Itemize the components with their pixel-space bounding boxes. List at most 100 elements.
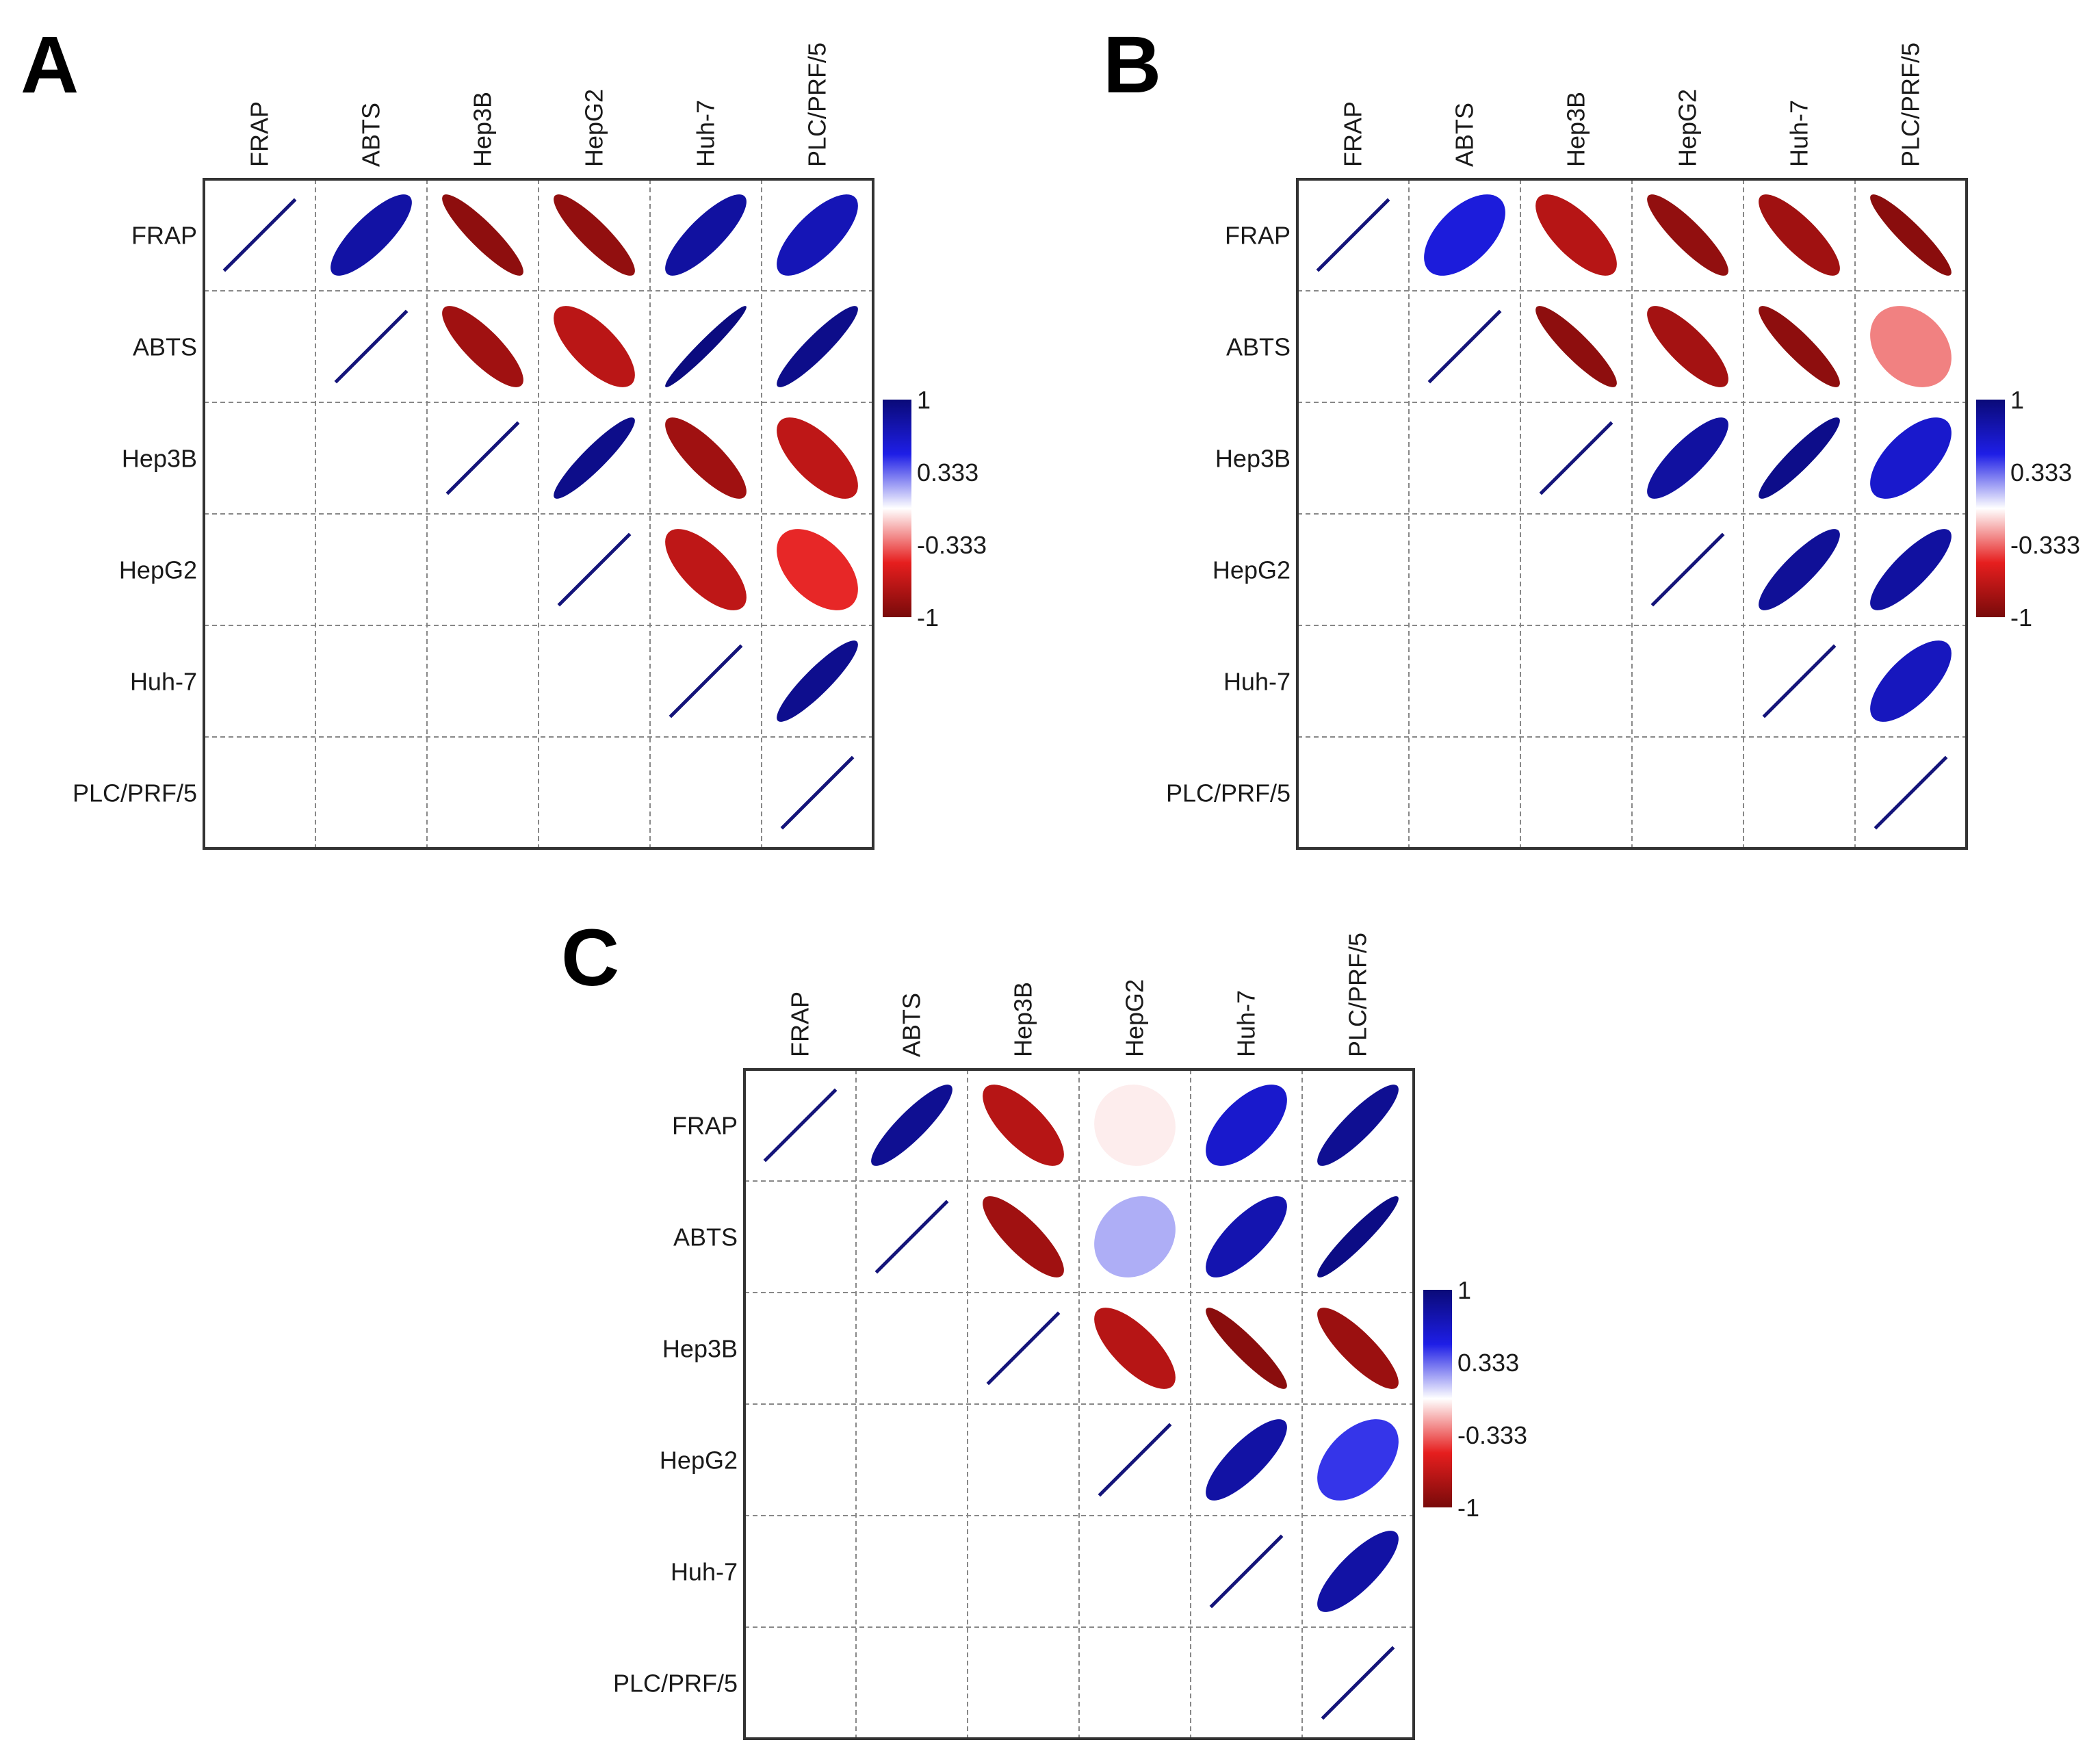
colorbar-tick-label: -1	[917, 604, 939, 632]
colorbar-tick-label: 0.333	[917, 458, 978, 487]
correlation-ellipse	[777, 194, 858, 276]
diagonal-mark	[222, 198, 297, 272]
panel-b: B FRAP FRAP ABTS ABTS Hep3B Hep3B HepG2 HepG2 Huh…	[1103, 20, 2080, 850]
correlation-ellipse	[1759, 417, 1840, 499]
column-label: HepG2	[1121, 979, 1149, 1057]
diagonal-mark	[334, 309, 409, 384]
column-label: PLC/PRF/5	[803, 42, 831, 167]
correlation-ellipse	[871, 1085, 952, 1166]
correlation-ellipse	[1870, 306, 1952, 387]
correlation-ellipse	[665, 529, 747, 610]
diagonal-mark	[780, 755, 855, 830]
diagonal-mark	[1874, 755, 1948, 830]
column-label: ABTS	[1451, 103, 1479, 167]
row-label: HepG2	[1213, 556, 1291, 584]
row-label: ABTS	[673, 1223, 738, 1251]
correlation-ellipse	[1647, 417, 1728, 499]
diagonal-mark	[1321, 1646, 1395, 1720]
diagonal-mark	[1316, 198, 1390, 272]
diagonal-mark	[1209, 1534, 1284, 1609]
correlation-ellipse	[1094, 1308, 1176, 1389]
correlation-ellipse	[665, 194, 747, 276]
panel-letter: A	[21, 20, 79, 110]
correlation-ellipse	[442, 194, 523, 276]
correlation-ellipse	[1870, 194, 1952, 276]
panel-letter: B	[1103, 20, 1161, 110]
column-label: FRAP	[786, 991, 814, 1057]
colorbar-tick-label: 0.333	[2010, 458, 2072, 487]
correlation-ellipse	[665, 306, 747, 387]
colorbar-tick-label: -0.333	[1457, 1421, 1527, 1449]
correlation-ellipse	[1759, 194, 1840, 276]
correlation-ellipse	[1206, 1196, 1287, 1277]
correlation-ellipse	[1870, 640, 1952, 722]
row-label: PLC/PRF/5	[73, 779, 197, 807]
colorbar	[1423, 1290, 1452, 1507]
row-label: PLC/PRF/5	[1166, 779, 1291, 807]
diagonal-mark	[1539, 421, 1613, 495]
diagonal-mark	[445, 421, 520, 495]
diagonal-mark	[669, 644, 743, 718]
column-label: ABTS	[357, 103, 385, 167]
column-label: Huh-7	[692, 100, 720, 167]
diagonal-mark	[1762, 644, 1837, 718]
column-label: Hep3B	[1562, 92, 1590, 167]
plot-frame	[203, 178, 874, 850]
correlation-ellipse	[1759, 306, 1840, 387]
correlation-ellipse	[983, 1085, 1064, 1166]
row-label: FRAP	[672, 1112, 738, 1140]
column-label: Hep3B	[469, 92, 497, 167]
diagonal-mark	[874, 1199, 949, 1274]
correlation-ellipse	[1206, 1419, 1287, 1501]
correlation-ellipse	[1759, 529, 1840, 610]
column-label: FRAP	[1339, 101, 1367, 167]
correlation-ellipse	[1206, 1085, 1287, 1166]
correlation-ellipse	[777, 306, 858, 387]
correlation-ellipse	[1317, 1419, 1399, 1501]
row-label: Huh-7	[130, 668, 197, 696]
diagonal-mark	[557, 532, 632, 607]
column-label: ABTS	[898, 993, 926, 1057]
column-label: PLC/PRF/5	[1897, 42, 1925, 167]
row-label: Hep3B	[1215, 445, 1291, 473]
correlation-ellipse	[554, 194, 635, 276]
panel-letter: C	[561, 913, 619, 1003]
column-label: Hep3B	[1009, 982, 1037, 1057]
correlation-ellipse	[1094, 1196, 1176, 1277]
correlation-ellipse	[1870, 529, 1952, 610]
correlation-ellipse	[1317, 1085, 1399, 1166]
diagonal-mark	[986, 1311, 1061, 1386]
correlation-ellipse	[983, 1196, 1064, 1277]
diagonal-mark	[763, 1088, 838, 1163]
row-label: FRAP	[1225, 222, 1291, 250]
colorbar-tick-label: -1	[2010, 604, 2032, 632]
colorbar-tick-label: 1	[917, 386, 931, 414]
row-label: ABTS	[133, 333, 197, 361]
panel-c: C FRAP FRAP ABTS ABTS Hep3B Hep3B HepG2 HepG2 Huh…	[561, 913, 1527, 1740]
correlation-ellipse	[1647, 306, 1728, 387]
colorbar	[1976, 400, 2005, 617]
correlation-ellipse	[1535, 306, 1617, 387]
row-label: Hep3B	[122, 445, 197, 473]
column-label: FRAP	[246, 101, 274, 167]
column-label: HepG2	[580, 89, 608, 167]
correlation-ellipse	[1647, 194, 1728, 276]
colorbar-tick-label: 0.333	[1457, 1349, 1519, 1377]
colorbar	[883, 400, 911, 617]
row-label: Hep3B	[662, 1335, 738, 1363]
correlation-ellipse	[442, 306, 523, 387]
diagonal-mark	[1427, 309, 1502, 384]
row-label: HepG2	[119, 556, 197, 584]
colorbar-tick-label: -0.333	[917, 531, 987, 559]
diagonal-mark	[1650, 532, 1725, 607]
row-label: ABTS	[1226, 333, 1291, 361]
correlation-ellipse	[1317, 1531, 1399, 1612]
plot-frame	[1296, 178, 1968, 850]
column-label: Huh-7	[1785, 100, 1813, 167]
correlation-ellipse	[777, 417, 858, 499]
column-label: Huh-7	[1232, 990, 1260, 1057]
correlation-ellipse	[1317, 1196, 1399, 1277]
correlation-ellipse	[665, 417, 747, 499]
column-label: PLC/PRF/5	[1344, 933, 1372, 1057]
